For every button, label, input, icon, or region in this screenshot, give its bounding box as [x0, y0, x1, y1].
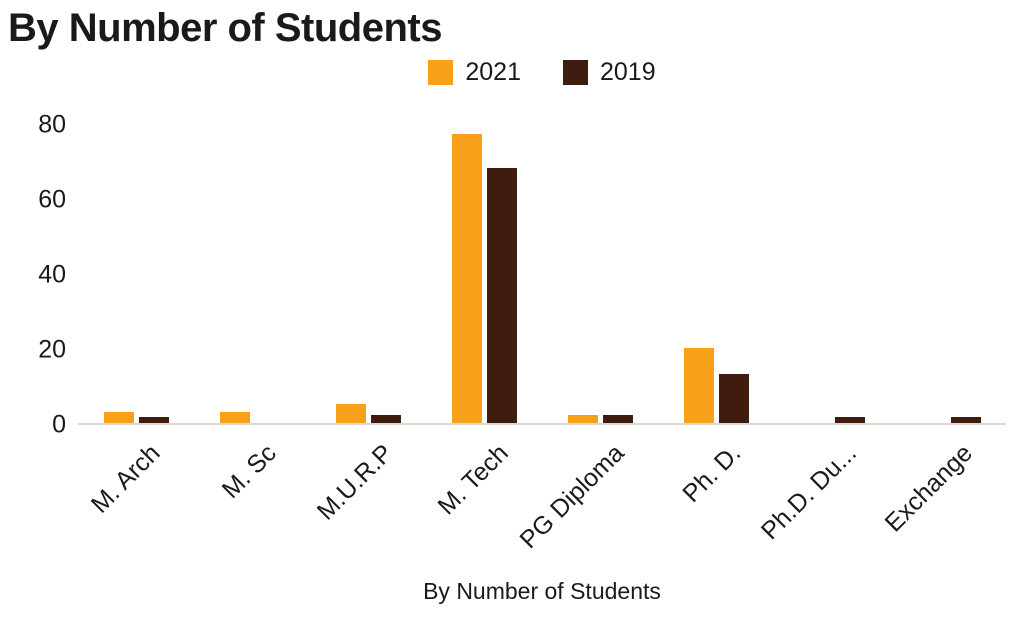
x-axis-label: Exchange: [879, 439, 978, 538]
legend-label: 2021: [465, 58, 521, 86]
legend-label: 2019: [600, 58, 656, 86]
y-axis-tick-label: 20: [38, 335, 66, 364]
chart-title: By Number of Students: [8, 6, 442, 50]
plot-area: [78, 125, 1006, 425]
legend: 2021 2019: [78, 58, 1006, 87]
bar-2019-m-tech[interactable]: [487, 168, 517, 423]
bar-2021-m-arch[interactable]: [104, 412, 134, 423]
bar-2021-m-tech[interactable]: [452, 134, 482, 423]
x-axis-label: M. Arch: [86, 439, 166, 519]
legend-item-2019[interactable]: 2019: [563, 58, 656, 87]
bar-2021-m-u-r-p[interactable]: [336, 404, 366, 423]
x-axis-label: M. Sc: [216, 439, 282, 504]
bar-2019-ph-d-du-[interactable]: [835, 417, 865, 423]
x-axis-label: M.U.R.P: [311, 439, 398, 526]
x-axis-label: Ph. D.: [676, 439, 746, 508]
x-axis: M. Arch M. Sc M.U.R.P M. Tech PG Diploma Ph. …: [78, 433, 1006, 563]
x-axis-label: Ph.D. Du...: [755, 439, 862, 546]
x-axis-label: PG Diploma: [514, 439, 630, 555]
bar-2019-m-arch[interactable]: [139, 417, 169, 423]
legend-swatch-icon: [563, 60, 588, 85]
legend-swatch-icon: [428, 60, 454, 85]
legend-item-2021[interactable]: 2021: [428, 58, 521, 87]
bar-2019-ph-d-[interactable]: [719, 374, 749, 423]
bar-2021-ph-d-[interactable]: [684, 348, 714, 423]
bar-2019-pg-diploma[interactable]: [603, 415, 633, 423]
y-axis-tick-label: 80: [38, 110, 66, 139]
y-axis-tick-label: 0: [52, 410, 66, 439]
y-axis-tick-label: 60: [38, 185, 66, 214]
x-axis-label: M. Tech: [432, 439, 514, 521]
bar-2019-exchange[interactable]: [951, 417, 981, 423]
x-axis-title: By Number of Students: [423, 578, 661, 604]
y-axis-tick-label: 40: [38, 260, 66, 289]
y-axis: 0 20 40 60 80: [0, 111, 66, 439]
bar-2019-m-u-r-p[interactable]: [371, 415, 401, 423]
bar-2021-pg-diploma[interactable]: [568, 415, 598, 423]
bar-2021-m-sc[interactable]: [220, 412, 250, 423]
